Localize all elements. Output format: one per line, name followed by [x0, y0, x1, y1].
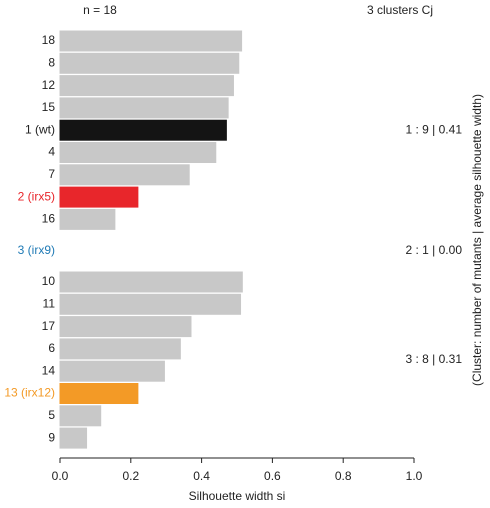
bar [59, 360, 165, 382]
y-tick-label: 7 [48, 167, 55, 181]
y-tick-label: 5 [48, 408, 55, 422]
bar [59, 30, 243, 52]
y-tick-label: 10 [42, 274, 56, 288]
cluster-annotation: 1 : 9 | 0.41 [406, 122, 463, 136]
bar [59, 271, 243, 293]
bar [59, 338, 181, 360]
y-tick-label: 13 (irx12) [4, 386, 55, 400]
y-tick-label: 4 [48, 145, 55, 159]
bar [59, 293, 242, 315]
x-axis-label: Silhouette width si [189, 489, 286, 503]
bar [59, 142, 217, 163]
cluster-annotation: 3 : 8 | 0.31 [406, 352, 463, 366]
y-tick-label: 11 [43, 296, 56, 310]
bar [59, 186, 139, 208]
y-tick-label: 16 [42, 212, 56, 226]
bar [59, 316, 192, 338]
y-tick-label: 2 (irx5) [18, 189, 55, 203]
bar [59, 52, 240, 74]
y-tick-label: 17 [42, 319, 56, 333]
y-tick-label: 18 [42, 33, 56, 47]
bar [59, 75, 234, 97]
x-tick-label: 0.2 [122, 469, 139, 483]
x-tick-label: 0.0 [52, 469, 69, 483]
x-tick-label: 1.0 [406, 469, 423, 483]
bar [59, 97, 229, 119]
bar [59, 164, 190, 186]
x-tick-label: 0.6 [264, 469, 281, 483]
chart-title: n = 18 [83, 3, 117, 17]
bar [59, 383, 139, 404]
bar [59, 208, 116, 230]
y-tick-label: 3 (irx9) [18, 243, 55, 257]
y-tick-label: 12 [42, 78, 56, 92]
y-tick-label: 1 (wt) [25, 122, 55, 136]
y-tick-label: 8 [48, 55, 55, 69]
bar [59, 427, 88, 449]
y-tick-label: 6 [48, 341, 55, 355]
y-tick-label: 15 [42, 100, 56, 114]
bar [59, 405, 102, 427]
x-tick-label: 0.4 [193, 469, 210, 483]
y2-axis-label: (Cluster: number of mutants | average si… [470, 94, 484, 386]
chart-subtitle: 3 clusters Cj [367, 3, 433, 17]
bar [59, 119, 227, 141]
y-tick-label: 14 [42, 363, 56, 377]
cluster-annotation: 2 : 1 | 0.00 [406, 243, 463, 257]
y-tick-label: 9 [48, 430, 55, 444]
x-tick-label: 0.8 [335, 469, 352, 483]
